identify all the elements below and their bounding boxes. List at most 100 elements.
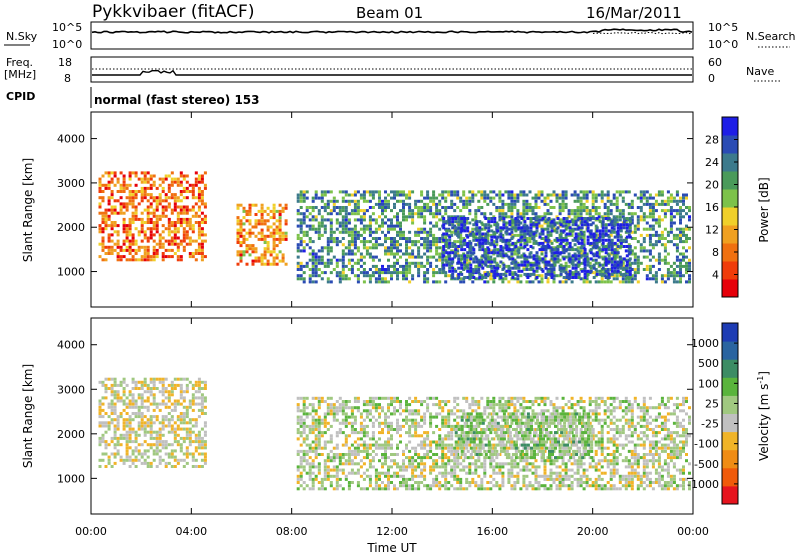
data-cell bbox=[543, 196, 547, 200]
data-cell bbox=[570, 227, 574, 231]
data-cell bbox=[498, 209, 502, 213]
data-cell bbox=[368, 443, 372, 447]
data-cell bbox=[408, 271, 412, 275]
data-cell bbox=[143, 421, 147, 425]
data-cell bbox=[420, 456, 424, 460]
data-cell bbox=[137, 190, 141, 193]
data-cell bbox=[471, 193, 475, 197]
data-cell bbox=[535, 223, 539, 227]
data-cell bbox=[423, 474, 427, 478]
data-cell bbox=[185, 190, 189, 193]
data-cell bbox=[384, 415, 387, 419]
data-cell bbox=[627, 280, 631, 284]
data-cell bbox=[651, 243, 655, 247]
data-cell bbox=[125, 446, 129, 450]
data-cell bbox=[314, 196, 318, 200]
data-cell bbox=[281, 206, 285, 210]
data-cell bbox=[344, 400, 348, 403]
data-cell bbox=[411, 274, 415, 278]
data-cell bbox=[125, 440, 129, 444]
data-cell bbox=[537, 193, 541, 197]
data-cell bbox=[125, 412, 129, 415]
data-cell bbox=[448, 235, 452, 239]
data-cell bbox=[675, 249, 679, 253]
data-cell bbox=[329, 403, 333, 407]
data-cell bbox=[344, 477, 348, 481]
data-cell bbox=[675, 193, 679, 197]
data-cell bbox=[161, 205, 165, 209]
data-cell bbox=[595, 269, 599, 273]
data-cell bbox=[621, 212, 625, 216]
data-cell bbox=[170, 242, 174, 246]
data-cell bbox=[493, 235, 497, 239]
data-cell bbox=[567, 255, 571, 259]
data-cell bbox=[393, 459, 396, 463]
data-cell bbox=[390, 277, 393, 281]
data-cell bbox=[660, 209, 664, 213]
data-cell bbox=[359, 196, 363, 200]
data-cell bbox=[362, 418, 366, 422]
data-cell bbox=[362, 209, 366, 213]
data-cell bbox=[561, 196, 565, 200]
data-cell bbox=[362, 230, 366, 234]
data-cell bbox=[314, 434, 318, 438]
data-cell bbox=[589, 251, 593, 255]
data-cell bbox=[556, 245, 560, 248]
data-cell bbox=[502, 226, 506, 230]
data-cell bbox=[402, 271, 405, 275]
data-cell bbox=[134, 412, 138, 415]
data-cell bbox=[630, 221, 634, 225]
data-cell bbox=[561, 280, 565, 284]
data-cell bbox=[589, 229, 593, 233]
data-cell bbox=[341, 418, 345, 422]
data-cell bbox=[164, 227, 168, 231]
data-cell bbox=[558, 212, 562, 216]
data-cell bbox=[236, 219, 240, 223]
data-cell bbox=[396, 218, 399, 222]
data-cell bbox=[487, 241, 491, 245]
data-cell bbox=[329, 218, 333, 222]
data-cell bbox=[405, 193, 408, 197]
data-cell bbox=[666, 268, 670, 271]
data-cell bbox=[390, 403, 393, 407]
data-cell bbox=[200, 446, 204, 450]
data-cell bbox=[688, 227, 691, 231]
data-cell bbox=[399, 193, 402, 197]
data-cell bbox=[594, 193, 598, 197]
data-cell bbox=[302, 453, 306, 456]
data-cell bbox=[371, 437, 375, 441]
data-cell bbox=[475, 238, 479, 242]
data-cell bbox=[119, 245, 123, 249]
data-cell bbox=[302, 465, 306, 469]
data-cell bbox=[176, 383, 180, 387]
data-cell bbox=[191, 465, 195, 468]
data-cell bbox=[445, 263, 449, 267]
data-cell bbox=[140, 396, 144, 400]
data-cell bbox=[480, 227, 484, 231]
data-cell bbox=[98, 465, 102, 468]
data-cell bbox=[654, 218, 658, 222]
data-cell bbox=[344, 264, 348, 268]
data-cell bbox=[492, 243, 496, 247]
data-cell bbox=[582, 202, 586, 206]
data-cell bbox=[371, 421, 375, 425]
data-cell bbox=[122, 186, 126, 190]
data-cell bbox=[516, 274, 520, 278]
data-cell bbox=[134, 214, 138, 218]
data-cell bbox=[170, 383, 174, 387]
data-cell bbox=[173, 402, 177, 406]
data-cell bbox=[176, 230, 180, 234]
data-cell bbox=[191, 396, 195, 400]
data-cell bbox=[604, 257, 608, 261]
data-cell bbox=[197, 383, 201, 387]
data-cell bbox=[381, 268, 384, 271]
data-cell bbox=[128, 436, 132, 440]
data-cell bbox=[633, 193, 637, 197]
data-cell bbox=[164, 405, 168, 409]
data-cell bbox=[173, 455, 177, 459]
data-cell bbox=[302, 280, 306, 284]
data-cell bbox=[444, 274, 448, 278]
data-cell bbox=[390, 453, 393, 456]
data-cell bbox=[164, 199, 168, 203]
data-cell bbox=[203, 433, 207, 437]
